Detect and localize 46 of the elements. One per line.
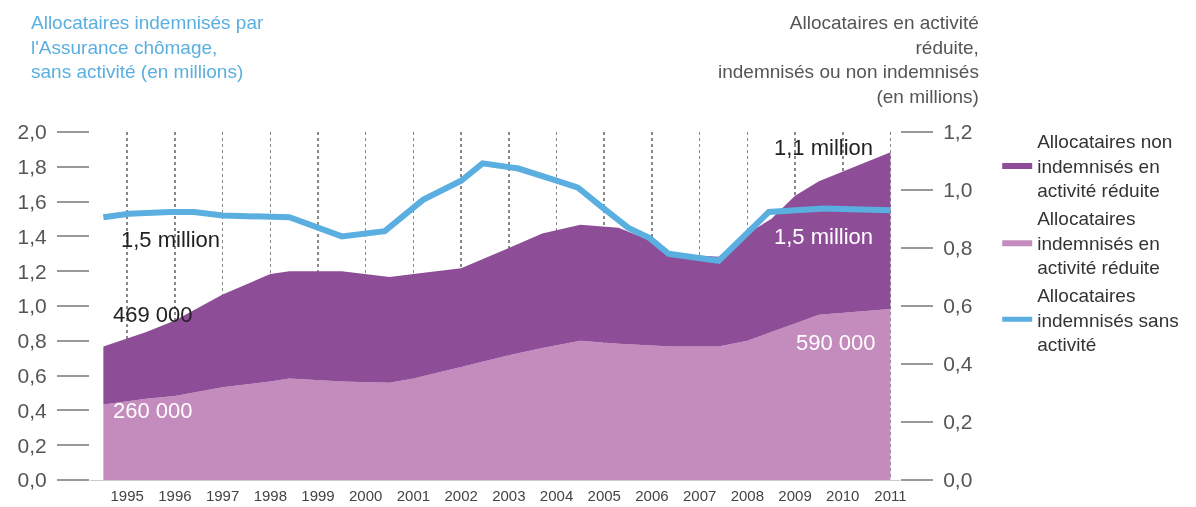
x-tick-label: 2005 [587, 487, 621, 504]
y-axis-title: Allocataires indemnisés par l'Assurance chômage, sans activité (en millions) [31, 12, 265, 83]
y2-tick-label: 0,0 [943, 468, 973, 492]
annotation: 1,1 million [774, 135, 874, 160]
x-tick-label: 2003 [492, 487, 526, 504]
x-tick-label: 2006 [635, 487, 669, 504]
y2-tick-label: 0,2 [943, 410, 973, 434]
y-tick-label: 1,6 [17, 189, 47, 213]
x-tick-label: 2008 [730, 487, 765, 504]
x-tick-label: 2004 [539, 487, 574, 504]
y-tick-label: 1,8 [17, 155, 47, 179]
x-tick-label: 2001 [396, 487, 431, 504]
annotation: 590 000 [796, 330, 876, 355]
y2-tick-label: 1,0 [943, 178, 973, 202]
y-tick-label: 0,2 [17, 433, 47, 457]
x-tick-label: 1998 [253, 487, 288, 504]
x-tick-label: 1999 [301, 487, 335, 504]
x-tick-label: 2007 [682, 487, 717, 504]
y-tick-label: 1,2 [17, 259, 47, 283]
annotation: 1,5 million [121, 227, 221, 252]
legend-label: Allocataires non indemnisés en activité réduite [1037, 130, 1173, 202]
x-tick-label: 1995 [110, 487, 144, 504]
x-tick-label: 2009 [778, 487, 812, 504]
y-tick-label: 2,0 [17, 120, 47, 144]
y-tick-label: 0,0 [17, 468, 47, 492]
x-tick-label: 1997 [205, 487, 240, 504]
y2-tick-label: 0,8 [943, 236, 973, 260]
y2-tick-label: 0,6 [943, 294, 973, 318]
y-tick-label: 1,0 [17, 294, 47, 318]
y2-tick-label: 1,2 [943, 120, 973, 144]
x-tick-label: 1996 [158, 487, 192, 504]
legend-label: Allocataires indemnisés sans activité [1037, 285, 1179, 356]
annotation: 469 000 [113, 302, 193, 327]
legend-label: Allocataires indemnisés en activité réduite [1037, 207, 1160, 279]
x-tick-label: 2011 [874, 487, 907, 504]
x-tick-label: 2000 [349, 487, 383, 504]
y-tick-label: 0,6 [17, 363, 47, 387]
x-tick-label: 2002 [444, 487, 478, 504]
y-tick-label: 0,4 [17, 398, 48, 422]
y-tick-label: 1,4 [17, 224, 48, 248]
y2-axis-title: Allocataires en activité réduite, indemnisés ou non indemnisés (en millions) [718, 12, 979, 108]
y-tick-label: 0,8 [17, 329, 47, 353]
y2-tick-label: 0,4 [943, 352, 973, 376]
x-tick-label: 2010 [826, 487, 860, 504]
annotation: 1,5 million [774, 224, 874, 249]
annotation: 260 000 [113, 398, 193, 423]
